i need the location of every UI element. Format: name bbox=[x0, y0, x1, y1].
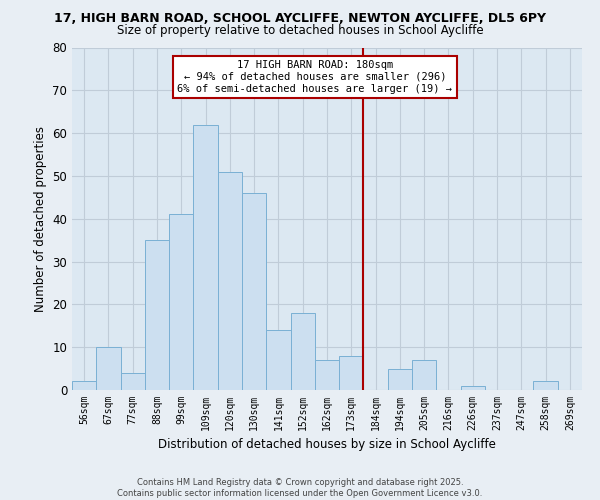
Text: Size of property relative to detached houses in School Aycliffe: Size of property relative to detached ho… bbox=[116, 24, 484, 37]
Bar bbox=[461, 386, 485, 390]
Bar bbox=[218, 172, 242, 390]
Bar bbox=[388, 368, 412, 390]
Bar bbox=[121, 373, 145, 390]
Text: 17, HIGH BARN ROAD, SCHOOL AYCLIFFE, NEWTON AYCLIFFE, DL5 6PY: 17, HIGH BARN ROAD, SCHOOL AYCLIFFE, NEW… bbox=[54, 12, 546, 26]
Bar bbox=[290, 313, 315, 390]
Bar bbox=[145, 240, 169, 390]
Text: 17 HIGH BARN ROAD: 180sqm
← 94% of detached houses are smaller (296)
6% of semi-: 17 HIGH BARN ROAD: 180sqm ← 94% of detac… bbox=[178, 60, 452, 94]
Bar bbox=[242, 193, 266, 390]
Bar bbox=[339, 356, 364, 390]
Bar bbox=[72, 382, 96, 390]
Bar bbox=[96, 347, 121, 390]
X-axis label: Distribution of detached houses by size in School Aycliffe: Distribution of detached houses by size … bbox=[158, 438, 496, 452]
Text: Contains HM Land Registry data © Crown copyright and database right 2025.
Contai: Contains HM Land Registry data © Crown c… bbox=[118, 478, 482, 498]
Bar bbox=[315, 360, 339, 390]
Bar bbox=[412, 360, 436, 390]
Bar bbox=[193, 124, 218, 390]
Bar bbox=[533, 382, 558, 390]
Y-axis label: Number of detached properties: Number of detached properties bbox=[34, 126, 47, 312]
Bar bbox=[266, 330, 290, 390]
Bar bbox=[169, 214, 193, 390]
